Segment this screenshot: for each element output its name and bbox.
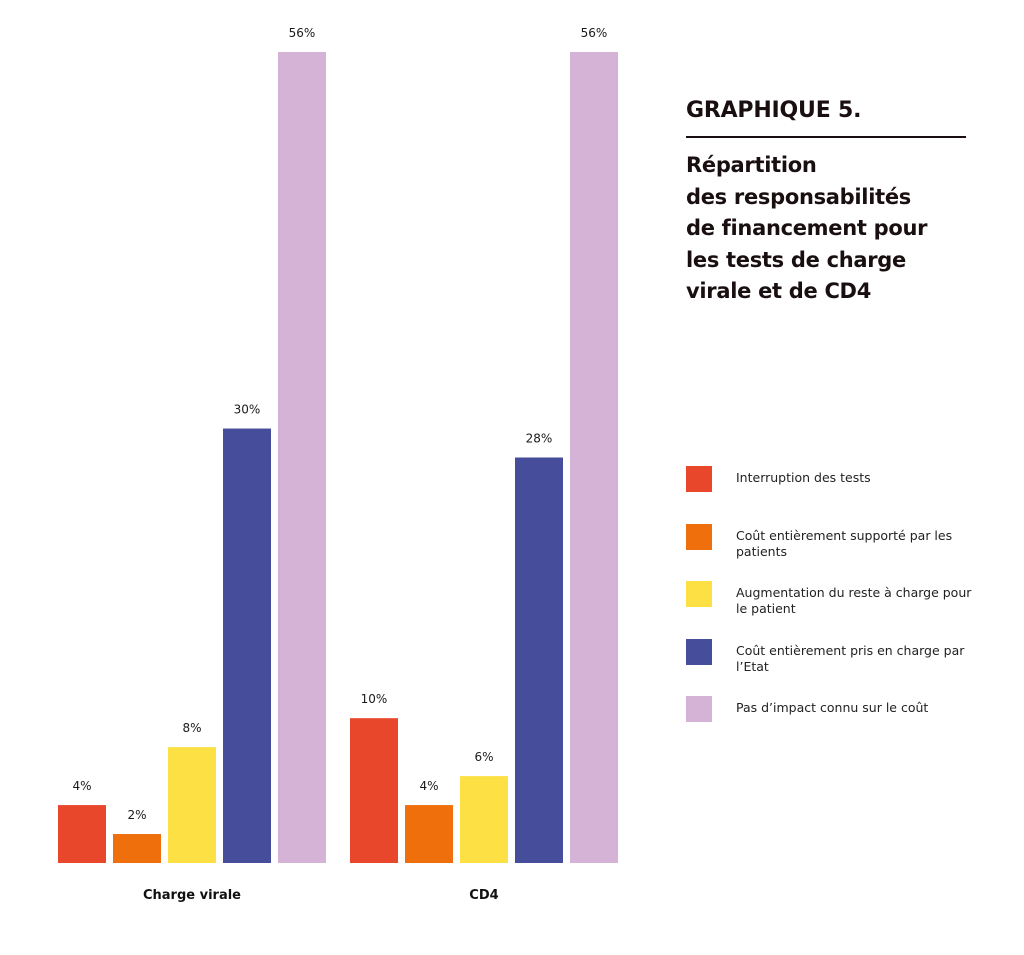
bar-charge-virale-out-of-pocket-increase <box>168 747 216 863</box>
data-label-cd4-out-of-pocket-increase: 6% <box>474 750 493 764</box>
legend-item-out-of-pocket-increase: Augmentation du reste à charge pour le p… <box>686 581 986 639</box>
legend-item-patient-full-cost: Coût entièrement supporté par les patien… <box>686 523 986 582</box>
bar-charge-virale-no-known-impact <box>278 52 326 863</box>
bar-cd4-interruption <box>350 718 398 863</box>
data-label-charge-virale-out-of-pocket-increase: 8% <box>182 721 201 735</box>
legend-swatch-state-full-cost <box>686 638 712 665</box>
data-label-charge-virale-interruption: 4% <box>72 779 91 793</box>
data-label-cd4-patient-full-cost: 4% <box>419 779 438 793</box>
bar-cd4-out-of-pocket-increase <box>460 776 508 863</box>
data-label-cd4-interruption: 10% <box>361 692 388 706</box>
data-label-cd4-state-full-cost: 28% <box>526 432 553 446</box>
bar-cd4-patient-full-cost <box>405 805 453 863</box>
legend-label-no-known-impact: Pas d’impact connu sur le coût <box>736 700 929 715</box>
legend-item-state-full-cost: Coût entièrement pris en charge par l’Et… <box>686 638 986 697</box>
legend-swatch-out-of-pocket-increase <box>686 581 712 607</box>
chart-title: GRAPHIQUE 5. <box>686 98 862 123</box>
legend-swatch-no-known-impact <box>686 696 712 722</box>
title-divider <box>686 136 966 138</box>
legend-label-patient-full-cost: Coût entièrement supporté par les patien… <box>736 527 953 559</box>
bar-cd4-state-full-cost <box>515 457 563 863</box>
legend-swatch-interruption <box>686 466 712 492</box>
legend-label-out-of-pocket-increase: Augmentation du reste à charge pour le p… <box>736 585 972 616</box>
legend-item-no-known-impact: Pas d’impact connu sur le coût <box>686 696 986 754</box>
bar-cd4-no-known-impact <box>570 52 618 863</box>
category-label-charge-virale: Charge virale <box>143 888 241 903</box>
data-label-charge-virale-state-full-cost: 30% <box>234 403 261 417</box>
bar-charge-virale-state-full-cost <box>223 428 271 863</box>
title-panel: GRAPHIQUE 5. Répartition des responsabil… <box>686 98 968 308</box>
legend: Interruption des tests Coût entièrement … <box>686 466 986 754</box>
bar-charge-virale-patient-full-cost <box>113 834 161 863</box>
data-label-cd4-no-known-impact: 56% <box>581 26 608 40</box>
data-label-charge-virale-patient-full-cost: 2% <box>127 808 146 822</box>
legend-label-state-full-cost: Coût entièrement pris en charge par l’Et… <box>736 642 965 674</box>
bar-charge-virale-interruption <box>58 805 106 863</box>
data-label-charge-virale-no-known-impact: 56% <box>289 26 316 40</box>
legend-label-interruption: Interruption des tests <box>736 470 871 485</box>
bar-chart: 4% 2% 8% 30% 56% Charge virale 10% 4% 6% 28% 56% CD… <box>58 26 618 903</box>
legend-swatch-patient-full-cost <box>686 523 712 550</box>
chart-subtitle: Répartition des responsabilités de finan… <box>686 153 928 303</box>
category-label-cd4: CD4 <box>469 888 498 903</box>
legend-item-interruption: Interruption des tests <box>686 466 986 524</box>
